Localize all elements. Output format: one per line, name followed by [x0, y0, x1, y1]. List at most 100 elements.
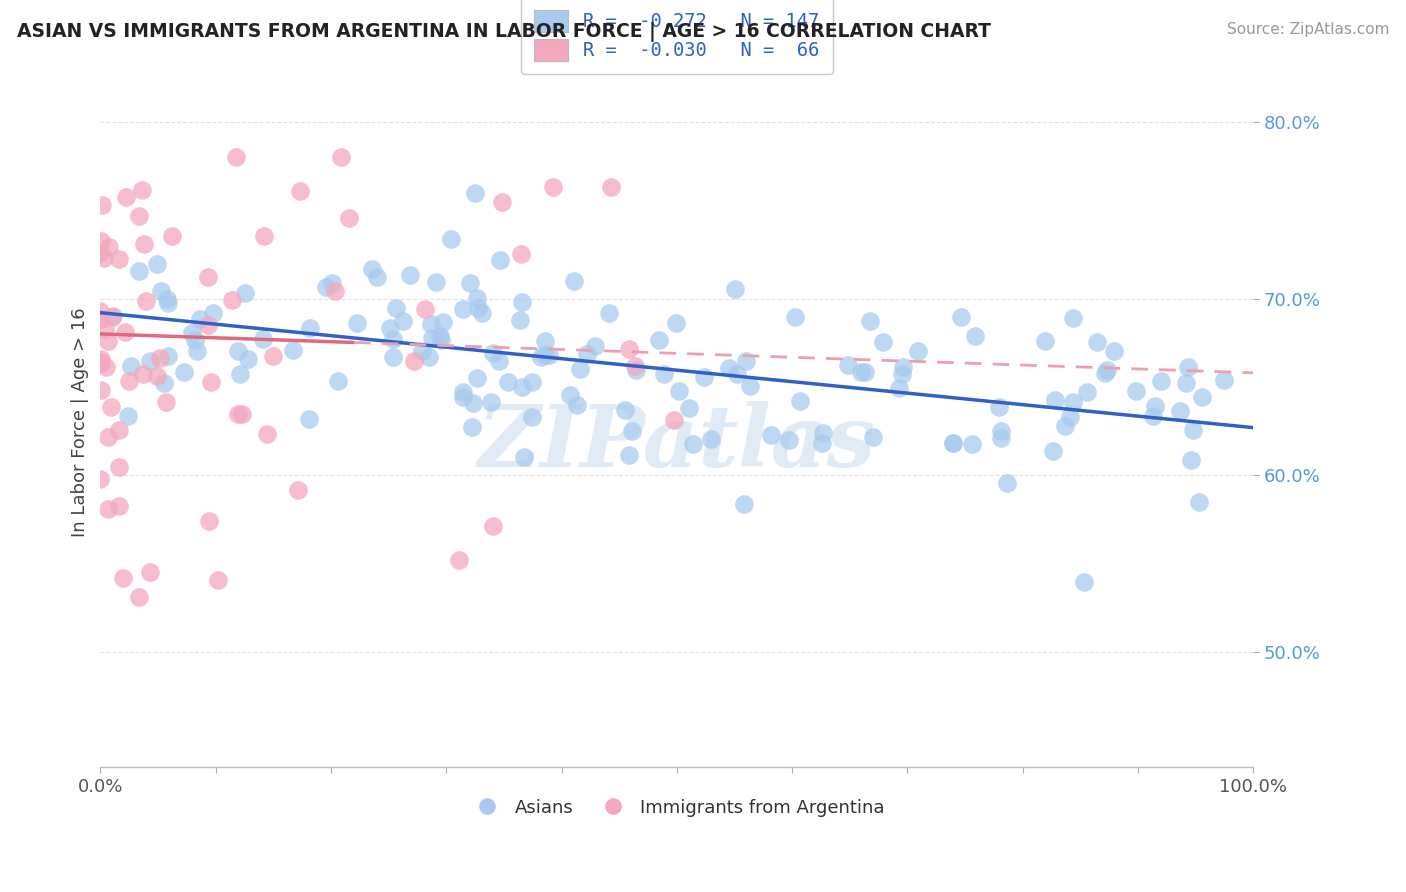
Point	[207, 573, 229, 587]
Point	[425, 275, 447, 289]
Point	[181, 326, 204, 341]
Point	[1175, 376, 1198, 391]
Point	[90, 312, 112, 326]
Point	[565, 398, 588, 412]
Point	[789, 394, 811, 409]
Point	[987, 400, 1010, 414]
Point	[329, 150, 352, 164]
Point	[117, 409, 139, 423]
Point	[392, 314, 415, 328]
Point	[238, 352, 260, 367]
Point	[509, 313, 531, 327]
Point	[411, 343, 433, 358]
Point	[451, 302, 474, 317]
Point	[891, 359, 914, 374]
Point	[1042, 444, 1064, 458]
Point	[1142, 409, 1164, 423]
Point	[128, 590, 150, 604]
Point	[90, 234, 112, 248]
Point	[120, 359, 142, 373]
Point	[907, 344, 929, 359]
Point	[231, 407, 253, 421]
Point	[149, 351, 172, 365]
Point	[128, 264, 150, 278]
Point	[534, 334, 557, 348]
Point	[520, 375, 543, 389]
Point	[89, 355, 111, 369]
Point	[510, 294, 533, 309]
Point	[103, 309, 125, 323]
Point	[1213, 373, 1236, 387]
Point	[346, 316, 368, 330]
Point	[360, 262, 382, 277]
Point	[617, 343, 640, 357]
Point	[298, 412, 321, 426]
Point	[382, 332, 405, 346]
Point	[101, 310, 124, 325]
Point	[496, 376, 519, 390]
Point	[778, 433, 800, 447]
Point	[1191, 390, 1213, 404]
Point	[139, 354, 162, 368]
Point	[132, 367, 155, 381]
Point	[202, 306, 225, 320]
Point	[481, 518, 503, 533]
Point	[560, 388, 582, 402]
Point	[429, 333, 451, 347]
Point	[288, 185, 311, 199]
Point	[152, 376, 174, 390]
Point	[576, 347, 599, 361]
Point	[149, 284, 172, 298]
Point	[479, 394, 502, 409]
Point	[1182, 423, 1205, 437]
Point	[453, 390, 475, 404]
Point	[287, 483, 309, 497]
Point	[538, 348, 561, 362]
Point	[461, 395, 484, 409]
Point	[960, 436, 983, 450]
Point	[197, 270, 219, 285]
Point	[420, 330, 443, 344]
Point	[184, 333, 207, 347]
Point	[811, 436, 834, 450]
Point	[1095, 363, 1118, 377]
Point	[963, 329, 986, 343]
Point	[583, 339, 606, 353]
Point	[1177, 360, 1199, 375]
Point	[942, 435, 965, 450]
Point	[1094, 366, 1116, 380]
Point	[89, 304, 111, 318]
Point	[200, 375, 222, 389]
Point	[186, 343, 208, 358]
Text: ASIAN VS IMMIGRANTS FROM ARGENTINA IN LABOR FORCE | AGE > 16 CORRELATION CHART: ASIAN VS IMMIGRANTS FROM ARGENTINA IN LA…	[17, 22, 991, 42]
Point	[613, 403, 636, 417]
Point	[569, 362, 592, 376]
Point	[668, 384, 690, 399]
Point	[1076, 385, 1098, 400]
Point	[467, 291, 489, 305]
Point	[1144, 399, 1167, 413]
Point	[197, 514, 219, 528]
Point	[1150, 374, 1173, 388]
Point	[221, 293, 243, 307]
Point	[458, 277, 481, 291]
Point	[197, 318, 219, 333]
Point	[1045, 392, 1067, 407]
Point	[226, 407, 249, 421]
Point	[513, 450, 536, 464]
Point	[491, 194, 513, 209]
Point	[624, 359, 647, 373]
Point	[942, 435, 965, 450]
Point	[97, 430, 120, 444]
Point	[678, 401, 700, 415]
Point	[682, 437, 704, 451]
Point	[465, 371, 488, 385]
Point	[624, 363, 647, 377]
Point	[621, 424, 644, 438]
Point	[98, 240, 121, 254]
Point	[145, 257, 167, 271]
Point	[90, 351, 112, 366]
Point	[693, 370, 716, 384]
Point	[783, 310, 806, 325]
Point	[321, 276, 343, 290]
